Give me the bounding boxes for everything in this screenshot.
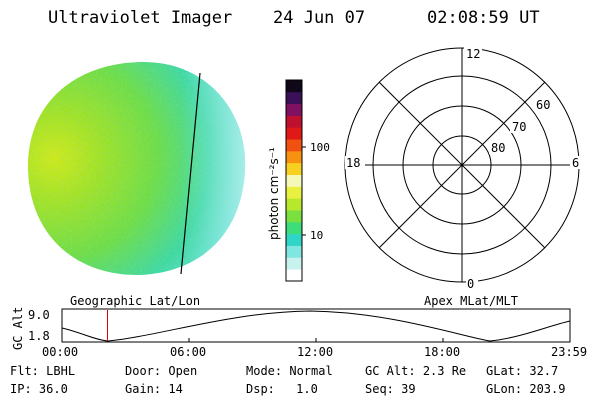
orbit-plot-frame <box>61 308 571 343</box>
lat-label-70: 70 <box>512 120 526 134</box>
colorbar-swatch <box>286 115 302 128</box>
colorbar-swatch <box>286 127 302 140</box>
instrument-title: Ultraviolet Imager <box>48 8 233 28</box>
apex-title: Apex MLat/MLT <box>424 294 518 308</box>
colorbar-swatch <box>286 198 302 211</box>
colorbar-swatch <box>286 174 302 187</box>
color-bar <box>285 79 303 282</box>
color-bar-ticks <box>302 146 306 236</box>
colorbar-swatch <box>286 186 302 199</box>
colorbar-swatch <box>286 150 302 164</box>
orbit-axis-label: GC Alt <box>11 307 25 350</box>
colorbar-tick-100: 100 <box>310 141 330 154</box>
info-seq: Seq: 39 <box>365 382 416 396</box>
info-ip: IP: 36.0 <box>10 382 68 396</box>
colorbar-swatch <box>286 210 302 223</box>
x-tick-0000: 00:00 <box>42 345 79 359</box>
y-tick-1-8: 1.8 <box>28 329 50 343</box>
mlt-label-12: 12 <box>466 47 480 61</box>
x-tick-1800: 18:00 <box>424 345 461 359</box>
mlt-label-18: 18 <box>346 156 360 170</box>
lat-label-60: 60 <box>536 98 550 112</box>
colorbar-swatch <box>286 233 302 246</box>
info-door: Door: Open <box>125 364 198 378</box>
geographic-title: Geographic Lat/Lon <box>70 294 201 308</box>
colorbar-swatch <box>286 139 302 152</box>
polar-diagonal-2 <box>378 81 546 249</box>
time-label: 02:08:59 UT <box>427 8 540 28</box>
polar-plot <box>344 47 580 283</box>
colorbar-swatch <box>286 269 302 282</box>
altitude-curve <box>61 310 571 342</box>
info-mode: Mode: Normal <box>246 364 333 378</box>
y-tick-9: 9.0 <box>28 308 50 322</box>
colorbar-swatch <box>286 80 302 93</box>
info-glat: GLat: 32.7 <box>486 364 559 378</box>
info-dsp: Dsp: 1.0 <box>246 382 318 396</box>
colorbar-swatch <box>286 245 302 258</box>
orbit-plot <box>61 308 571 343</box>
info-flt: Flt: LBHL <box>10 364 76 378</box>
colorbar-unit-label: photon cm⁻²s⁻¹ <box>267 147 281 240</box>
mlt-label-0: 0 <box>467 277 474 291</box>
x-tick-1200: 12:00 <box>297 345 334 359</box>
colorbar-swatch <box>286 257 302 270</box>
colorbar-swatch <box>286 221 302 235</box>
colorbar-swatch <box>286 103 302 116</box>
uv-image <box>27 61 246 276</box>
terminator-line <box>180 72 201 275</box>
lat-label-80: 80 <box>491 141 505 155</box>
info-glon: GLon: 203.9 <box>486 382 566 396</box>
date-label: 24 Jun 07 <box>273 8 366 28</box>
x-tick-2359: 23:59 <box>551 345 588 359</box>
colorbar-frame <box>285 79 303 282</box>
colorbar-swatch <box>286 162 302 175</box>
mlt-label-6: 6 <box>572 156 579 170</box>
info-gain: Gain: 14 <box>125 382 183 396</box>
x-tick-0600: 06:00 <box>170 345 207 359</box>
colorbar-tick-10: 10 <box>310 229 323 242</box>
colorbar-swatch <box>286 91 302 105</box>
info-gc-alt: GC Alt: 2.3 Re <box>365 364 467 378</box>
